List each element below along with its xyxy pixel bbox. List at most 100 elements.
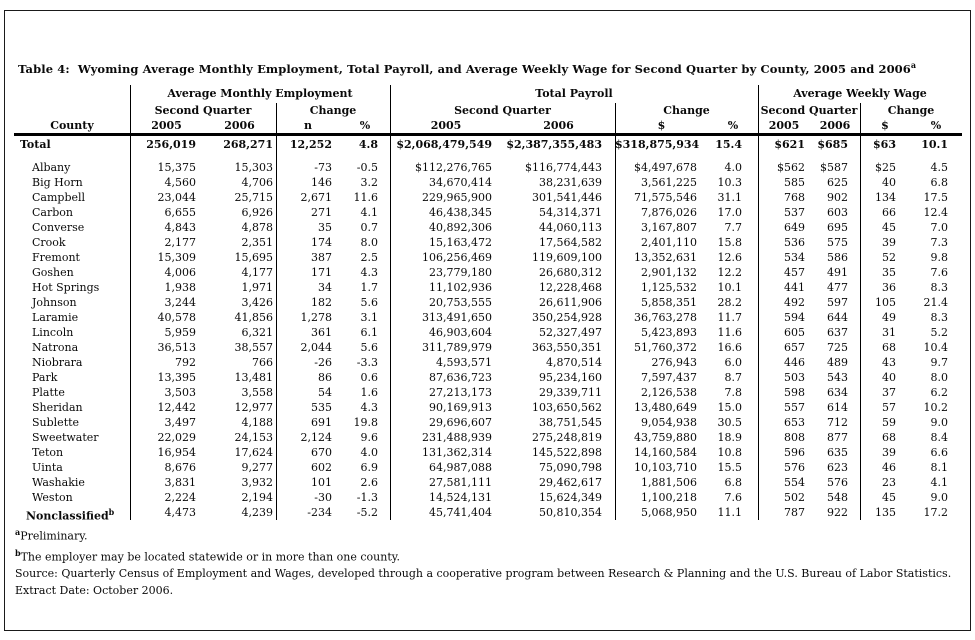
table-cell: 23,779,180 xyxy=(429,266,492,279)
table-cell: $112,276,765 xyxy=(415,161,492,174)
column-header: 2005 xyxy=(430,119,462,132)
table-row-teton: Teton 16,954 17,624 670 4.0 131,362,314 145,52… xyxy=(14,445,962,460)
table-cell: 4,843 xyxy=(164,221,197,234)
total-cell: $2,068,479,549 xyxy=(396,138,492,151)
subheader-wage-change: Change xyxy=(887,104,935,117)
table-cell: 276,943 xyxy=(651,356,698,369)
row-label-hot-springs: Hot Springs xyxy=(32,281,100,294)
table-cell: 11.7 xyxy=(717,311,743,324)
table-cell: 614 xyxy=(827,401,848,414)
total-cell: $63 xyxy=(873,138,896,151)
table-cell: 9,054,938 xyxy=(641,416,697,429)
table-cell: 39 xyxy=(882,446,896,459)
table-cell: 12.6 xyxy=(717,251,743,264)
table-cell: 5.6 xyxy=(360,296,379,309)
total-row-label: Total xyxy=(20,138,51,151)
table-row-sweetwater: Sweetwater 22,029 24,153 2,124 9.6 231,488,93… xyxy=(14,430,962,445)
table-cell: 1,971 xyxy=(241,281,274,294)
table-row-albany: Albany 15,375 15,303 -73 -0.5 $112,276,765 $11… xyxy=(14,160,962,175)
table-cell: 4,188 xyxy=(241,416,274,429)
table-cell: 301,541,446 xyxy=(532,191,602,204)
table-cell: 10.8 xyxy=(717,446,743,459)
table-cell: 10.4 xyxy=(923,341,949,354)
table-cell: 7.0 xyxy=(930,221,949,234)
table-cell: 7.6 xyxy=(930,266,949,279)
table-cell: 15,309 xyxy=(157,251,197,264)
vertical-rule-wage-change xyxy=(860,103,861,520)
table-cell: 6.1 xyxy=(360,326,379,339)
table-cell: 361 xyxy=(311,326,332,339)
row-label-platte: Platte xyxy=(32,386,65,399)
table-cell: 4.0 xyxy=(724,161,743,174)
total-cell: 268,271 xyxy=(223,138,273,151)
table-cell: 1,881,506 xyxy=(641,476,697,489)
table-cell: 8.7 xyxy=(724,371,743,384)
table-cell: 634 xyxy=(827,386,848,399)
table-cell: 387 xyxy=(311,251,332,264)
table-cell: 27,581,111 xyxy=(429,476,492,489)
table-cell: 26,611,906 xyxy=(539,296,602,309)
table-cell: 28.2 xyxy=(717,296,743,309)
table-cell: 575 xyxy=(827,236,848,249)
table-cell: 4,473 xyxy=(164,506,197,519)
table-cell: 502 xyxy=(784,491,805,504)
table-cell: 2,901,132 xyxy=(641,266,697,279)
table-cell: 597 xyxy=(827,296,848,309)
table-cell: 68 xyxy=(882,431,896,444)
vertical-rule-county-employment xyxy=(130,85,131,520)
column-header: % xyxy=(727,119,739,132)
table-cell: 4,870,514 xyxy=(546,356,602,369)
table-cell: 8,676 xyxy=(164,461,197,474)
table-cell: 9.6 xyxy=(360,431,379,444)
table-cell: 8.1 xyxy=(930,461,949,474)
table-cell: 75,090,798 xyxy=(539,461,602,474)
table-cell: -73 xyxy=(314,161,332,174)
table-cell: 2.5 xyxy=(360,251,379,264)
table-cell: 0.7 xyxy=(360,221,379,234)
table-cell: 23,044 xyxy=(157,191,197,204)
table-cell: -234 xyxy=(307,506,332,519)
table-cell: $116,774,443 xyxy=(525,161,602,174)
table-cell: 557 xyxy=(784,401,805,414)
subheader-employment-second-quarter: Second Quarter xyxy=(154,104,252,117)
table-cell: 37 xyxy=(882,386,896,399)
row-label-crook: Crook xyxy=(32,236,66,249)
footnote-marker: b xyxy=(108,507,115,517)
table-cell: 350,254,928 xyxy=(532,311,602,324)
table-cell: 50,810,354 xyxy=(539,506,602,519)
table-cell: 2,177 xyxy=(164,236,197,249)
table-cell: 14,160,584 xyxy=(634,446,697,459)
table-cell: -5.2 xyxy=(356,506,378,519)
header-divider-rule xyxy=(14,133,962,136)
table-cell: 1.7 xyxy=(360,281,379,294)
table-cell: 119,609,100 xyxy=(532,251,602,264)
table-cell: 625 xyxy=(827,176,848,189)
table-row-campbell: Campbell 23,044 25,715 2,671 11.6 229,965,900… xyxy=(14,190,962,205)
table-cell: 135 xyxy=(875,506,896,519)
table-cell: 231,488,939 xyxy=(422,431,492,444)
column-header: $ xyxy=(881,119,889,132)
table-cell: 9.7 xyxy=(930,356,949,369)
column-header: % xyxy=(930,119,942,132)
table-cell: 457 xyxy=(784,266,805,279)
row-label-washakie: Washakie xyxy=(32,476,85,489)
table-cell: 7.6 xyxy=(724,491,743,504)
table-cell: -26 xyxy=(314,356,332,369)
table-cell: 5.2 xyxy=(930,326,949,339)
table-cell: 43 xyxy=(882,356,896,369)
table-cell: 691 xyxy=(311,416,332,429)
table-cell: 45 xyxy=(882,491,896,504)
total-cell: $2,387,355,483 xyxy=(506,138,602,151)
table-cell: 1,125,532 xyxy=(641,281,697,294)
table-cell: 17.5 xyxy=(923,191,949,204)
table-cell: 27,213,173 xyxy=(429,386,492,399)
table-cell: 554 xyxy=(784,476,805,489)
table-cell: 363,550,351 xyxy=(532,341,602,354)
row-label-natrona: Natrona xyxy=(32,341,79,354)
table-cell: 41,856 xyxy=(234,311,274,324)
table-cell: 644 xyxy=(827,311,848,324)
table-cell: 46 xyxy=(882,461,896,474)
table-title-text: Table 4: Wyoming Average Monthly Employm… xyxy=(18,61,911,76)
table-cell: 9.0 xyxy=(930,416,949,429)
table-cell: 503 xyxy=(784,371,805,384)
